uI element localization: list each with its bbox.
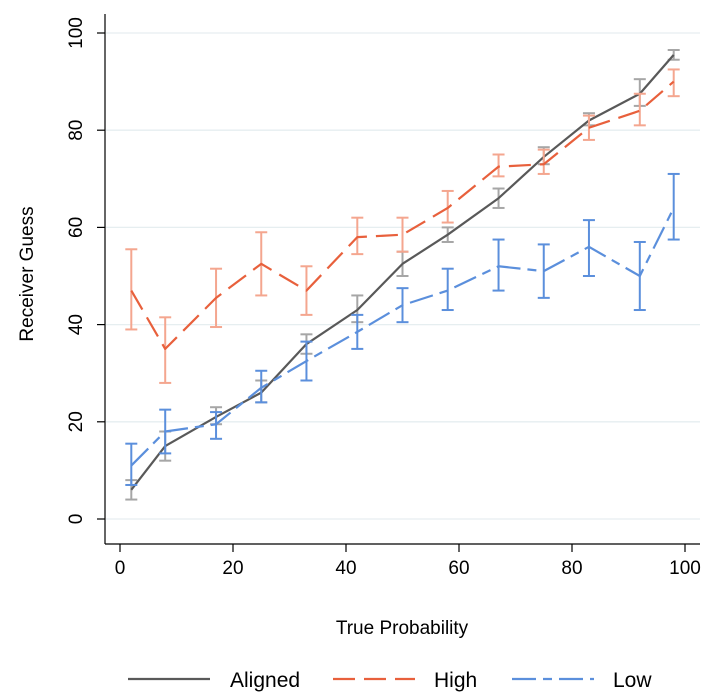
x-tick-label-4: 80 (561, 558, 582, 579)
error-bar-high-1 (159, 316, 172, 384)
error-bar-low-2 (210, 411, 223, 440)
tick-layer: 0 20 40 60 80 100 0 20 40 60 80 100 (66, 17, 701, 579)
error-bar-low-7 (441, 267, 454, 312)
legend-label-low: Low (613, 669, 652, 692)
error-bar-high-5 (351, 216, 364, 256)
series-high (125, 68, 680, 384)
error-bar-low-8 (492, 238, 505, 292)
x-tick-label-5: 100 (669, 558, 701, 579)
series-low (125, 172, 680, 486)
error-bar-low-12 (667, 172, 680, 241)
legend-label-high: High (434, 669, 477, 692)
error-bar-high-0 (125, 248, 138, 331)
error-bar-high-9 (537, 148, 550, 175)
legend: Aligned High Low (128, 669, 652, 692)
y-tick-label-4: 80 (66, 120, 87, 141)
error-bar-high-11 (633, 92, 646, 127)
x-axis-label: True Probability (336, 618, 469, 639)
axis-layer (104, 14, 700, 545)
error-bar-high-8 (492, 153, 505, 178)
x-tick-label-0: 0 (115, 558, 126, 579)
error-bar-high-10 (582, 114, 595, 141)
y-tick-label-1: 20 (66, 411, 87, 432)
y-tick-label-5: 100 (66, 17, 87, 49)
grid-layer (106, 32, 700, 520)
series-layer (125, 49, 680, 501)
series-line-high (130, 80, 675, 350)
y-tick-label-0: 0 (66, 514, 87, 525)
x-tick-label-2: 40 (335, 558, 356, 579)
legend-label-aligned: Aligned (230, 669, 300, 692)
y-axis-label: Receiver Guess (17, 206, 38, 341)
x-tick-label-1: 20 (222, 558, 243, 579)
series-line-low (130, 207, 675, 467)
y-tick-label-3: 60 (66, 217, 87, 238)
y-tick-label-2: 40 (66, 314, 87, 335)
error-bar-high-6 (396, 216, 409, 253)
x-tick-label-3: 60 (448, 558, 469, 579)
